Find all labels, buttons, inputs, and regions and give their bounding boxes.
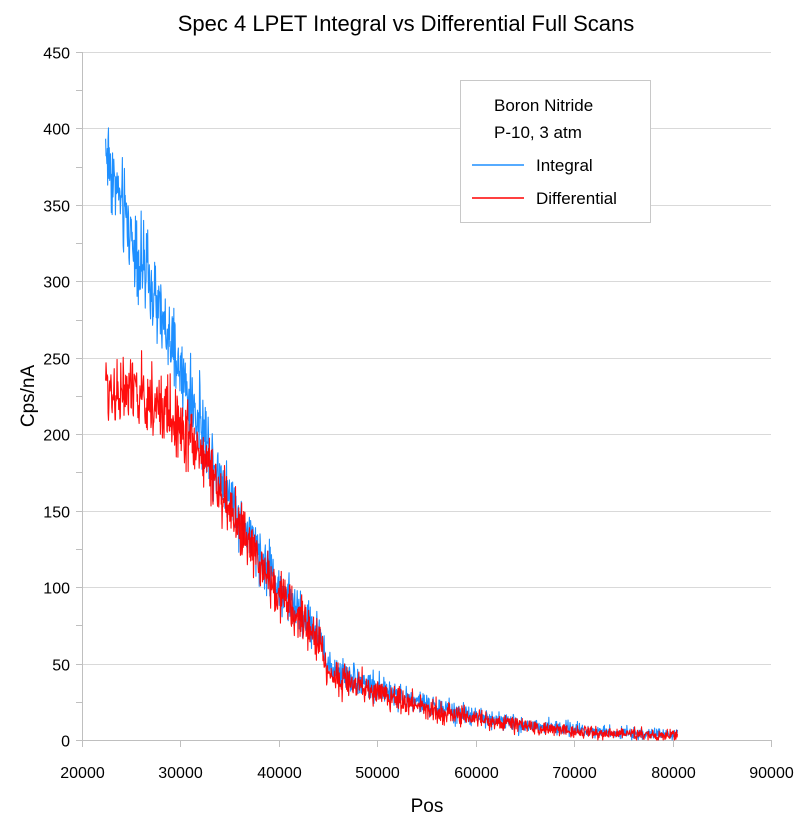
x-tick-label: 60000: [454, 765, 499, 782]
x-tick-label: 20000: [60, 765, 105, 782]
y-tick-labels: 0 50 100 150 200 250 300 350 400 450: [43, 46, 70, 751]
y-axis-label: Cps/nA: [18, 365, 39, 428]
y-tick-label: 300: [43, 275, 70, 292]
legend-entry-integral: Integral: [536, 156, 593, 175]
x-axis-label: Pos: [411, 796, 444, 817]
legend-title-line-1: Boron Nitride: [494, 96, 593, 115]
legend-entry-differential: Differential: [536, 189, 617, 208]
gridlines: [82, 52, 771, 665]
axes: [76, 52, 772, 747]
legend: Boron Nitride P-10, 3 atm Integral Diffe…: [460, 80, 651, 223]
y-tick-label: 250: [43, 352, 70, 369]
y-tick-label: 100: [43, 581, 70, 598]
y-tick-label: 150: [43, 505, 70, 522]
series-group: [105, 127, 679, 741]
y-tick-label: 50: [52, 658, 70, 675]
series-line-differential: [105, 350, 679, 741]
x-tick-label: 70000: [552, 765, 597, 782]
legend-title-line-2: P-10, 3 atm: [494, 123, 582, 142]
y-tick-label: 400: [43, 122, 70, 139]
y-tick-label: 0: [61, 734, 70, 751]
chart-title: Spec 4 LPET Integral vs Differential Ful…: [178, 11, 635, 36]
legend-box: [460, 80, 651, 223]
y-tick-label: 450: [43, 46, 70, 63]
x-tick-label: 90000: [749, 765, 794, 782]
x-tick-label: 80000: [651, 765, 696, 782]
x-tick-label: 40000: [257, 765, 302, 782]
x-tick-labels: 20000 30000 40000 50000 60000 70000 80000 90000: [60, 765, 794, 782]
x-tick-label: 30000: [158, 765, 203, 782]
y-tick-label: 200: [43, 428, 70, 445]
x-tick-label: 50000: [355, 765, 400, 782]
y-tick-label: 350: [43, 199, 70, 216]
